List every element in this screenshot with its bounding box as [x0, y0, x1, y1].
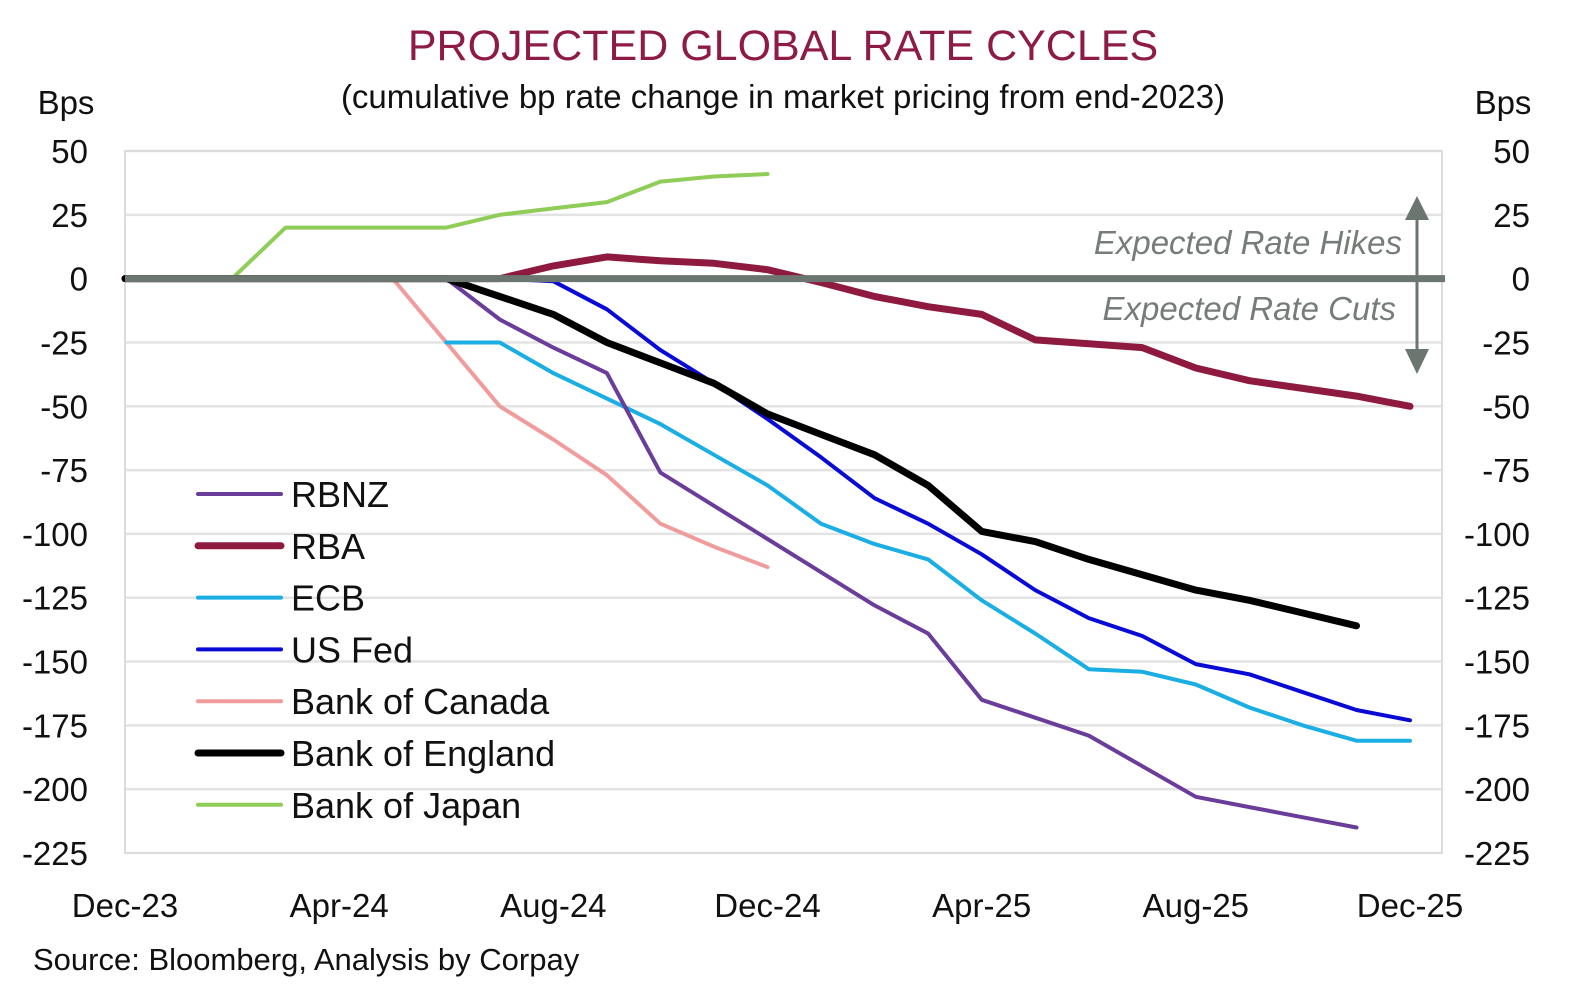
- legend-label: Bank of England: [291, 733, 555, 774]
- x-axis: Dec-23 Apr-24 Aug-24 Dec-24 Apr-25 Aug-25 Dec-…: [72, 887, 1463, 924]
- x-tick-label: Dec-24: [714, 887, 820, 924]
- y-tick-label-left: -175: [22, 707, 88, 744]
- y-tick-label-left: -100: [22, 516, 88, 553]
- x-tick-label: Apr-25: [932, 887, 1031, 924]
- y-tick-label-left: 50: [51, 133, 88, 170]
- source-note: Source: Bloomberg, Analysis by Corpay: [33, 942, 580, 977]
- legend-label: ECB: [291, 578, 365, 619]
- annotation-expected-cuts: Expected Rate Cuts: [1103, 290, 1397, 327]
- y-tick-label-right: -200: [1464, 771, 1530, 808]
- legend-label: RBNZ: [291, 474, 389, 515]
- y-tick-label-right: -50: [1482, 388, 1530, 425]
- arrow-down-icon: [1405, 349, 1429, 374]
- y-tick-label-right: 0: [1512, 261, 1530, 298]
- y-axis-right: 50 25 0 -25 -50 -75 -100 -125 -150 -175 -200 -225: [1464, 133, 1530, 872]
- series-line-bank-of-canada: [390, 276, 770, 570]
- legend-label: Bank of Japan: [291, 785, 521, 826]
- y-tick-label-right: -175: [1464, 707, 1530, 744]
- y-tick-label-left: 0: [70, 261, 88, 298]
- y-tick-label-right: -25: [1482, 324, 1530, 361]
- legend-label: US Fed: [291, 629, 413, 670]
- chart-subtitle: (cumulative bp rate change in market pri…: [341, 78, 1225, 115]
- y-tick-label-left: -50: [40, 388, 88, 425]
- y-tick-label-left: 25: [51, 197, 88, 234]
- x-tick-label: Apr-24: [290, 887, 389, 924]
- y-tick-label-right: -150: [1464, 644, 1530, 681]
- y-tick-label-left: -150: [22, 644, 88, 681]
- y-axis-left: 50 25 0 -25 -50 -75 -100 -125 -150 -175 -200 -225: [22, 133, 88, 872]
- y-tick-label-right: -125: [1464, 580, 1530, 617]
- x-tick-label: Dec-25: [1357, 887, 1463, 924]
- series-line-bank-of-england: [121, 275, 1360, 630]
- hike-cut-annotation: Expected Rate Hikes Expected Rate Cuts: [1094, 196, 1429, 374]
- y-tick-label-right: 50: [1493, 133, 1530, 170]
- legend-label: Bank of Canada: [291, 681, 550, 722]
- legend: RBNZ RBA ECB US Fed Bank of Canada Bank of En…: [194, 474, 555, 826]
- y-tick-label-left: -200: [22, 771, 88, 808]
- chart-title: PROJECTED GLOBAL RATE CYCLES: [408, 22, 1158, 70]
- legend-label: RBA: [291, 526, 365, 567]
- x-tick-label: Aug-25: [1143, 887, 1249, 924]
- x-tick-label: Aug-24: [500, 887, 606, 924]
- x-tick-label: Dec-23: [72, 887, 178, 924]
- plot-area-frame: [124, 150, 1443, 854]
- y-axis-right-unit: Bps: [1475, 84, 1532, 121]
- y-tick-label-left: -225: [22, 835, 88, 872]
- y-tick-label-left: -25: [40, 324, 88, 361]
- y-tick-label-left: -75: [40, 452, 88, 489]
- y-tick-label-right: 25: [1493, 197, 1530, 234]
- y-tick-label-left: -125: [22, 580, 88, 617]
- y-tick-label-right: -225: [1464, 835, 1530, 872]
- annotation-expected-hikes: Expected Rate Hikes: [1094, 224, 1402, 261]
- y-axis-left-unit: Bps: [38, 84, 95, 121]
- arrow-up-icon: [1405, 196, 1429, 220]
- y-tick-label-right: -100: [1464, 516, 1530, 553]
- y-tick-label-right: -75: [1482, 452, 1530, 489]
- series-line-ecb: [444, 340, 1412, 743]
